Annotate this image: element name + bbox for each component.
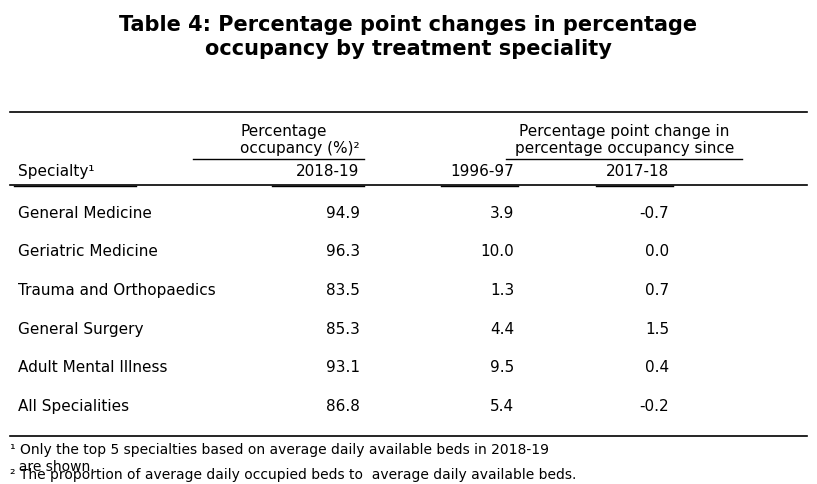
Text: Trauma and Orthopaedics: Trauma and Orthopaedics xyxy=(18,283,216,298)
Text: 10.0: 10.0 xyxy=(480,244,515,259)
Text: 3.9: 3.9 xyxy=(490,206,515,221)
Text: -0.7: -0.7 xyxy=(640,206,669,221)
Text: ² The proportion of average daily occupied beds to  average daily available beds: ² The proportion of average daily occupi… xyxy=(10,468,576,482)
Text: 2017-18: 2017-18 xyxy=(605,164,669,179)
Text: 86.8: 86.8 xyxy=(326,399,359,414)
Text: 93.1: 93.1 xyxy=(326,360,359,375)
Text: 1.3: 1.3 xyxy=(490,283,515,298)
Text: Adult Mental Illness: Adult Mental Illness xyxy=(18,360,167,375)
Text: 96.3: 96.3 xyxy=(325,244,359,259)
Text: General Medicine: General Medicine xyxy=(18,206,151,221)
Text: 1.5: 1.5 xyxy=(645,321,669,336)
Text: 1996-97: 1996-97 xyxy=(451,164,515,179)
Text: 0.7: 0.7 xyxy=(645,283,669,298)
Text: Percentage
occupancy (%)²: Percentage occupancy (%)² xyxy=(240,123,359,156)
Text: Geriatric Medicine: Geriatric Medicine xyxy=(18,244,158,259)
Text: General Surgery: General Surgery xyxy=(18,321,143,336)
Text: Specialty¹: Specialty¹ xyxy=(18,164,94,179)
Text: -0.2: -0.2 xyxy=(640,399,669,414)
Text: 2018-19: 2018-19 xyxy=(297,164,359,179)
Text: 4.4: 4.4 xyxy=(490,321,515,336)
Text: 0.4: 0.4 xyxy=(645,360,669,375)
Text: 0.0: 0.0 xyxy=(645,244,669,259)
Text: Percentage point change in
percentage occupancy since: Percentage point change in percentage oc… xyxy=(515,123,734,156)
Text: 83.5: 83.5 xyxy=(326,283,359,298)
Text: 5.4: 5.4 xyxy=(490,399,515,414)
Text: Table 4: Percentage point changes in percentage
occupancy by treatment specialit: Table 4: Percentage point changes in per… xyxy=(119,15,698,59)
Text: 94.9: 94.9 xyxy=(326,206,359,221)
Text: 9.5: 9.5 xyxy=(490,360,515,375)
Text: ¹ Only the top 5 specialties based on average daily available beds in 2018-19
  : ¹ Only the top 5 specialties based on av… xyxy=(10,443,548,473)
Text: 85.3: 85.3 xyxy=(326,321,359,336)
Text: All Specialities: All Specialities xyxy=(18,399,129,414)
